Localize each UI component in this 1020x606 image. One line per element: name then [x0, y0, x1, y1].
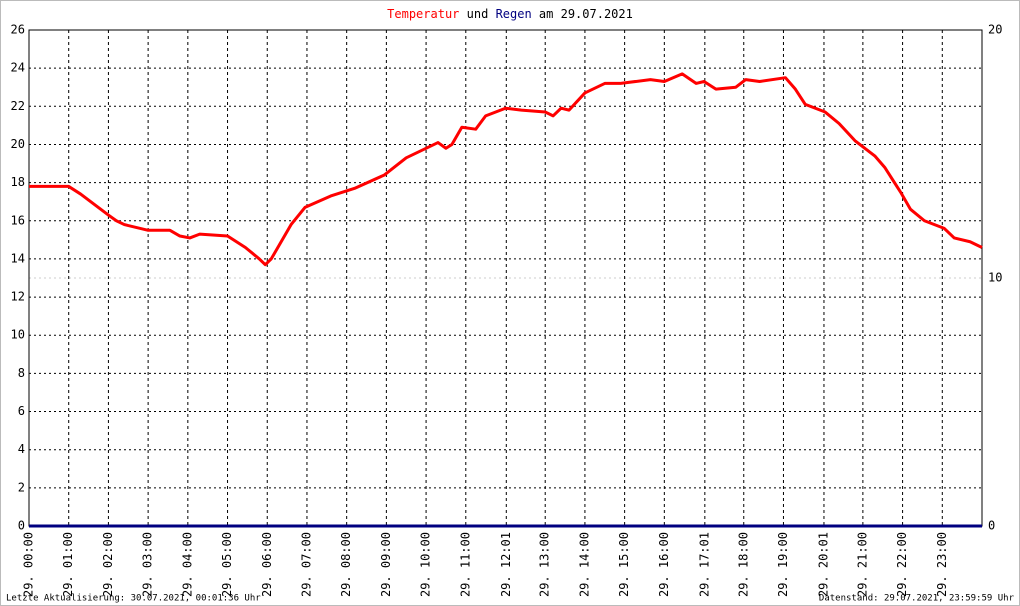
footer-left: Letzte Aktualisierung: 30.07.2021, 00:01…	[6, 594, 261, 604]
y-tick-label: 0	[18, 519, 25, 533]
footer-right: Datenstand: 29.07.2021, 23:59:59 Uhr	[819, 594, 1015, 604]
title-suffix: am 29.07.2021	[539, 7, 633, 21]
x-tick-label: 29. 19:00	[776, 532, 790, 597]
x-tick-label: 29. 16:00	[657, 532, 671, 597]
x-tick-label: 29. 15:00	[617, 532, 631, 597]
title-series-1: Temperatur	[387, 7, 459, 21]
title-series-2: Regen	[496, 7, 532, 21]
y-tick-label: 12	[11, 290, 25, 304]
y-tick-label: 2	[18, 480, 25, 494]
y2-tick-label: 0	[988, 519, 995, 533]
x-tick-label: 29. 21:00	[855, 532, 869, 597]
y-tick-label: 18	[11, 175, 25, 189]
x-tick-label: 29. 12:01	[499, 532, 513, 597]
x-tick-label: 29. 10:00	[419, 532, 433, 597]
y2-tick-label: 20	[988, 23, 1002, 37]
title-connector: und	[467, 7, 489, 21]
x-tick-label: 29. 03:00	[141, 532, 155, 597]
x-tick-label: 29. 00:00	[22, 532, 36, 597]
series-line	[29, 72, 983, 267]
x-tick-label: 29. 06:00	[260, 532, 274, 597]
x-tick-label: 29. 09:00	[379, 532, 393, 597]
y-tick-label: 14	[11, 251, 25, 265]
x-tick-label: 29. 23:00	[935, 532, 949, 597]
x-tick-label: 29. 07:00	[299, 532, 313, 597]
chart-title: Temperatur und Regen am 29.07.2021	[387, 7, 633, 21]
x-tick-label: 29. 22:00	[895, 532, 909, 597]
x-tick-label: 29. 18:00	[736, 532, 750, 597]
x-tick-label: 29. 11:00	[458, 532, 472, 597]
y2-tick-label: 10	[988, 271, 1002, 285]
y-tick-label: 8	[18, 366, 25, 380]
y-tick-label: 26	[11, 23, 25, 37]
x-tick-label: 29. 01:00	[61, 532, 75, 597]
y-tick-label: 20	[11, 137, 25, 151]
y-tick-label: 22	[11, 99, 25, 113]
x-tick-label: 29. 14:00	[577, 532, 591, 597]
x-tick-label: 29. 04:00	[180, 532, 194, 597]
y-tick-label: 10	[11, 328, 25, 342]
x-tick-label: 29. 20:01	[816, 532, 830, 597]
y-tick-label: 4	[18, 442, 25, 456]
y-tick-label: 16	[11, 213, 25, 227]
y-tick-label: 6	[18, 404, 25, 418]
x-tick-label: 29. 05:00	[220, 532, 234, 597]
x-tick-label: 29. 08:00	[339, 532, 353, 597]
x-tick-label: 29. 17:01	[697, 532, 711, 597]
x-tick-label: 29. 13:00	[538, 532, 552, 597]
y-tick-label: 24	[11, 61, 25, 75]
x-tick-label: 29. 02:00	[101, 532, 115, 597]
